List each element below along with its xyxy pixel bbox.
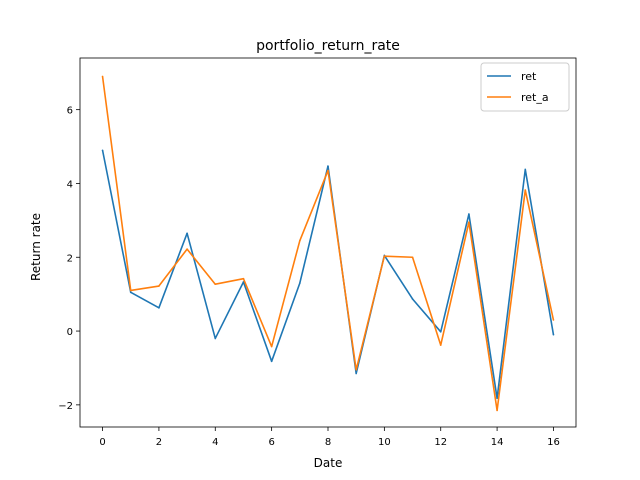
y-tick-label: −2 bbox=[58, 401, 73, 412]
data-point-ret_a-6 bbox=[270, 345, 273, 348]
x-tick-label: 8 bbox=[325, 437, 331, 448]
data-point-ret_a-0 bbox=[101, 75, 104, 78]
data-point-ret-9 bbox=[355, 372, 357, 375]
data-point-ret-16 bbox=[552, 333, 555, 336]
data-point-ret_a-1 bbox=[129, 289, 132, 292]
data-point-ret_a-11 bbox=[411, 256, 414, 259]
y-tick-label: 4 bbox=[67, 179, 73, 190]
data-point-ret-0 bbox=[101, 149, 104, 152]
data-point-ret-15 bbox=[524, 168, 527, 171]
y-tick-label: 6 bbox=[67, 106, 73, 117]
y-tick-label: 0 bbox=[67, 327, 73, 338]
data-point-ret-14 bbox=[496, 397, 498, 400]
chart-title: portfolio_return_rate bbox=[256, 38, 400, 54]
legend: ret ret_a bbox=[480, 62, 570, 112]
data-point-ret-3 bbox=[186, 232, 188, 235]
data-point-ret_a-8 bbox=[327, 169, 329, 172]
data-point-ret-4 bbox=[214, 337, 217, 340]
legend-label-ret: ret bbox=[521, 70, 537, 83]
x-axis-label: Date bbox=[314, 456, 343, 470]
x-tick-label: 6 bbox=[268, 437, 274, 448]
data-point-ret-11 bbox=[411, 298, 414, 300]
legend-box bbox=[480, 62, 570, 112]
x-tick-label: 14 bbox=[491, 437, 504, 448]
data-point-ret_a-16 bbox=[552, 319, 555, 321]
legend-label-ret_a: ret_a bbox=[521, 91, 549, 104]
data-point-ret-13 bbox=[468, 213, 470, 215]
data-point-ret-12 bbox=[439, 330, 442, 333]
data-point-ret-1 bbox=[129, 291, 132, 294]
data-point-ret-2 bbox=[158, 307, 160, 309]
data-point-ret_a-15 bbox=[524, 189, 527, 191]
x-tick-label: 12 bbox=[434, 437, 447, 448]
series-layer bbox=[101, 75, 555, 412]
data-point-ret_a-13 bbox=[468, 221, 470, 224]
x-tick-label: 4 bbox=[212, 437, 218, 448]
y-axis-label: Return rate bbox=[29, 213, 43, 281]
data-point-ret_a-12 bbox=[439, 344, 442, 346]
x-tick-label: 0 bbox=[99, 437, 105, 448]
x-tick-label: 10 bbox=[378, 437, 391, 448]
data-point-ret_a-2 bbox=[158, 285, 160, 287]
x-tick-label: 2 bbox=[156, 437, 162, 448]
data-point-ret_a-4 bbox=[214, 283, 217, 285]
data-point-ret-8 bbox=[327, 165, 329, 167]
data-point-ret_a-10 bbox=[383, 255, 386, 257]
data-point-ret_a-9 bbox=[355, 369, 357, 371]
axes-layer: 0 2 4 6 8 10 12 14 16 −2 0 2 4 6 bbox=[58, 57, 577, 448]
data-point-ret_a-5 bbox=[242, 277, 245, 280]
data-point-ret_a-3 bbox=[186, 248, 188, 250]
data-point-ret_a-14 bbox=[496, 409, 498, 412]
data-point-ret-6 bbox=[270, 360, 273, 363]
y-tick-label: 2 bbox=[67, 253, 73, 264]
data-point-ret-7 bbox=[299, 282, 301, 284]
data-point-ret_a-7 bbox=[299, 239, 301, 242]
x-tick-label: 16 bbox=[547, 437, 560, 448]
